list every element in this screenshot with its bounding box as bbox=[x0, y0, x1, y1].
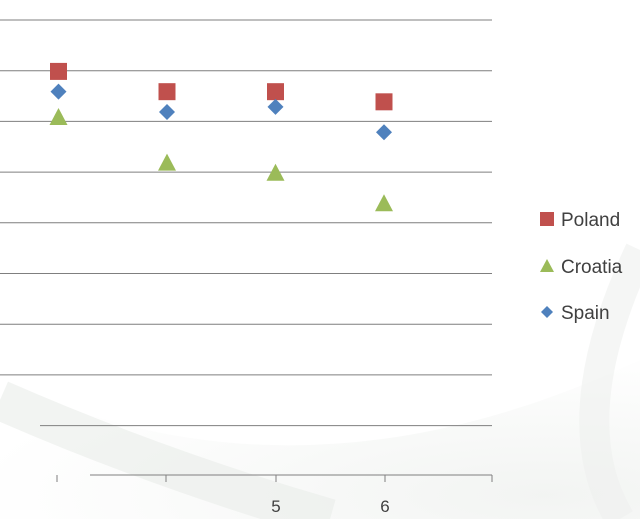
data-point-spain bbox=[159, 103, 175, 120]
data-point-spain bbox=[267, 98, 284, 115]
x-tick-label: 5 bbox=[271, 497, 280, 516]
data-points bbox=[49, 62, 393, 212]
background-decoration bbox=[0, 243, 640, 524]
legend-label-croatia: Croatia bbox=[561, 257, 623, 278]
data-point-croatia bbox=[158, 153, 176, 171]
data-point-spain bbox=[376, 124, 392, 141]
data-point-croatia bbox=[49, 108, 68, 126]
legend-item-spain: Spain bbox=[541, 303, 610, 324]
data-point-poland bbox=[158, 83, 176, 101]
legend-item-poland: Poland bbox=[540, 210, 620, 231]
data-point-croatia bbox=[266, 163, 285, 181]
data-point-poland bbox=[375, 93, 393, 111]
legend-marker-croatia bbox=[540, 259, 554, 272]
data-point-poland bbox=[267, 83, 284, 101]
legend: Poland Croatia Spain bbox=[540, 210, 623, 324]
data-point-poland bbox=[50, 62, 67, 80]
data-point-spain bbox=[50, 83, 67, 100]
x-axis bbox=[56, 474, 493, 482]
x-tick-label: 6 bbox=[380, 497, 389, 516]
legend-marker-spain bbox=[541, 306, 553, 318]
legend-marker-poland bbox=[540, 212, 554, 226]
legend-label-spain: Spain bbox=[561, 303, 610, 324]
data-point-croatia bbox=[375, 194, 393, 212]
legend-item-croatia: Croatia bbox=[540, 257, 623, 278]
gridlines bbox=[0, 19, 492, 427]
legend-label-poland: Poland bbox=[561, 210, 620, 231]
